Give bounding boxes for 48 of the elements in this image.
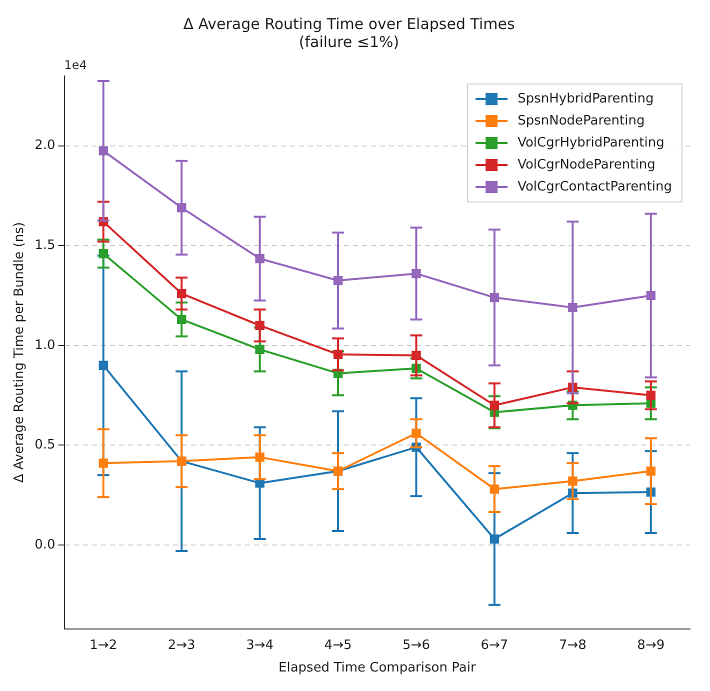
point <box>255 344 264 354</box>
text: 1e4 <box>64 58 87 72</box>
x-tick-label: 5→6 <box>402 638 430 653</box>
point <box>646 390 656 400</box>
y-tick-label: 1.5 <box>34 238 56 254</box>
point <box>98 458 108 468</box>
x-tick-label: 6→7 <box>480 638 508 653</box>
point <box>490 484 500 494</box>
point <box>255 254 264 264</box>
x-tick-label: 2→3 <box>168 638 196 653</box>
point <box>490 292 500 302</box>
point <box>490 400 500 410</box>
point <box>412 268 421 278</box>
x-tick-label: 8→9 <box>637 638 665 653</box>
point <box>255 452 264 462</box>
x-tick-label: 1→2 <box>90 638 118 653</box>
point <box>255 320 264 330</box>
point <box>177 314 186 324</box>
point <box>333 350 343 359</box>
chart-subtitle: (failure ≤1%) <box>298 32 400 51</box>
chart-title: Δ Average Routing Time over Elapsed Times <box>183 14 515 33</box>
point <box>333 276 343 286</box>
point <box>177 203 186 212</box>
x-tick-label: 4→5 <box>324 638 352 653</box>
y-tick-label: 1.0 <box>34 338 56 353</box>
y-tick-label: 2.0 <box>34 138 56 154</box>
point <box>98 249 108 258</box>
point <box>177 288 186 298</box>
point <box>98 146 108 156</box>
legend-label: VolCgrNodeParenting <box>518 157 656 172</box>
legend-label: VolCgrHybridParenting <box>518 135 664 150</box>
x-tick-label: 3→4 <box>246 638 274 653</box>
point <box>646 290 656 300</box>
x-axis-title: Elapsed Time Comparison Pair <box>278 660 476 676</box>
point <box>98 360 108 370</box>
point <box>412 428 421 438</box>
point <box>412 350 421 360</box>
point <box>568 302 578 312</box>
point <box>646 466 656 476</box>
y-tick-label: 0.5 <box>34 438 56 453</box>
y-axis-title: Δ Average Routing Time per Bundle (ns) <box>12 222 28 483</box>
point <box>568 476 578 486</box>
point <box>490 534 500 544</box>
y-tick-label: 0.0 <box>34 537 56 552</box>
legend-label: SpsnHybridParenting <box>518 91 654 106</box>
legend-label: SpsnNodeParenting <box>518 113 645 128</box>
x-tick-label: 7→8 <box>558 638 586 653</box>
legend-label: VolCgrContactParenting <box>518 179 672 194</box>
